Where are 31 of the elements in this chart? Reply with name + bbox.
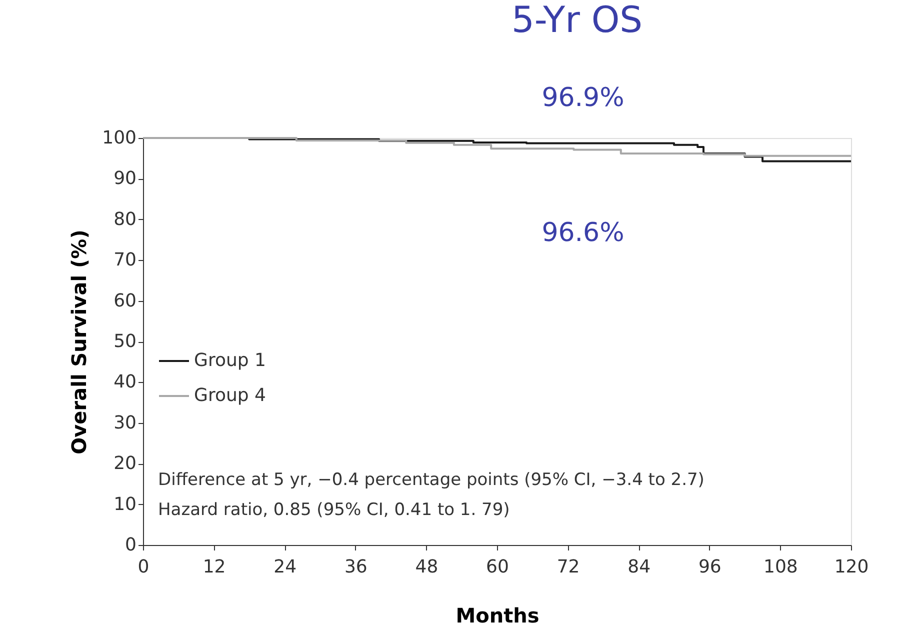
x-tick-label: 36 xyxy=(344,556,368,578)
x-tick-label: 24 xyxy=(274,556,297,578)
y-tick-label: 50 xyxy=(114,331,136,352)
annotation: Difference at 5 yr, −0.4 percentage points (95% CI, −3.4 to 2.7) xyxy=(158,470,704,490)
y-tick-label: 40 xyxy=(114,372,136,393)
x-tick-label: 72 xyxy=(556,556,580,578)
y-tick-label: 60 xyxy=(114,290,136,312)
y-tick-label: 100 xyxy=(102,128,136,148)
y-tick-label: 0 xyxy=(125,534,136,556)
y-axis-title: Overall Survival (%) xyxy=(67,230,92,454)
annotation: Hazard ratio, 0.85 (95% CI, 0.41 to 1. 79) xyxy=(158,500,510,520)
x-tick-label: 0 xyxy=(138,556,150,578)
x-tick-label: 96 xyxy=(698,556,722,578)
x-tick-label: 60 xyxy=(486,556,509,578)
y-tick-label: 90 xyxy=(114,168,136,190)
x-tick-label: 108 xyxy=(764,556,798,578)
chart-title: 5-Yr OS xyxy=(511,0,643,41)
y-tick-label: 70 xyxy=(114,250,136,271)
x-tick-label: 120 xyxy=(834,556,869,578)
legend-label: Group 4 xyxy=(194,385,266,406)
y-tick-label: 80 xyxy=(114,208,136,230)
y-tick-label: 10 xyxy=(114,494,136,515)
y-tick-label: 20 xyxy=(114,453,136,474)
annotation: 96.6% xyxy=(542,218,624,248)
x-axis-title: Months xyxy=(456,604,540,628)
x-tick-label: 48 xyxy=(415,556,438,578)
text: 96.9% xyxy=(542,83,624,113)
x-tick-label: 12 xyxy=(202,556,226,578)
legend-label: Group 1 xyxy=(194,350,266,371)
x-tick-label: 84 xyxy=(628,556,651,578)
y-tick-label: 30 xyxy=(114,412,136,434)
